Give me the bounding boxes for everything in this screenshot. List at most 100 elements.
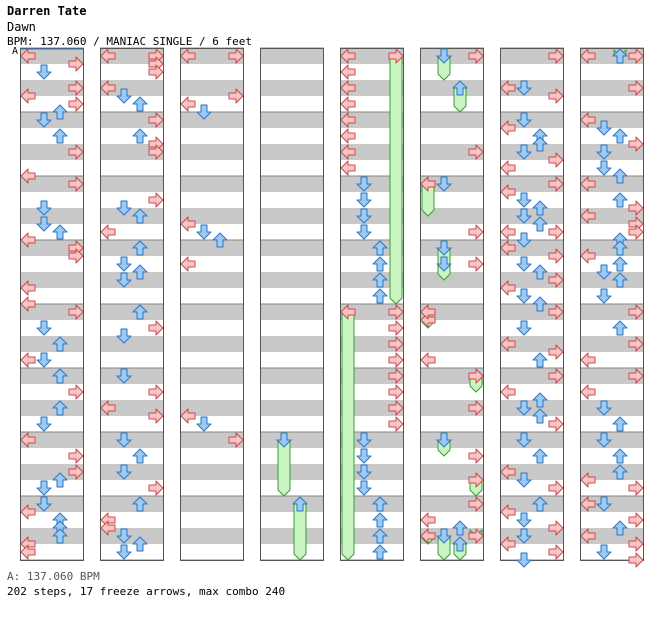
right-arrow-icon (628, 48, 644, 64)
beat-stripe (420, 176, 484, 192)
beat-stripe (20, 464, 84, 480)
right-arrow-icon (468, 224, 484, 240)
beat-stripe (580, 528, 644, 544)
up-arrow-icon (132, 128, 148, 144)
right-arrow-icon (548, 152, 564, 168)
up-arrow-icon (532, 408, 548, 424)
beat-stripe (580, 304, 644, 320)
up-arrow-icon (52, 472, 68, 488)
beat-stripe (180, 528, 244, 544)
footer-bpm: A: 137.060 BPM (7, 570, 100, 583)
right-arrow-icon (388, 336, 404, 352)
down-arrow-icon (36, 64, 52, 80)
up-arrow-icon (132, 208, 148, 224)
up-arrow-icon (612, 272, 628, 288)
right-arrow-icon (628, 80, 644, 96)
left-arrow-icon (20, 544, 36, 560)
beat-stripe (260, 176, 324, 192)
beat-stripe (500, 528, 564, 544)
up-arrow-icon (212, 232, 228, 248)
right-arrow-icon (148, 408, 164, 424)
left-arrow-icon (20, 88, 36, 104)
right-arrow-icon (628, 224, 644, 240)
down-arrow-icon (116, 464, 132, 480)
beat-stripe (100, 176, 164, 192)
right-arrow-icon (388, 352, 404, 368)
left-arrow-icon (500, 120, 516, 136)
freeze-head-left-arrow-icon (420, 176, 436, 192)
beat-stripe (420, 240, 484, 256)
up-arrow-icon (612, 520, 628, 536)
up-arrow-icon (612, 128, 628, 144)
beat-stripe (180, 400, 244, 416)
left-arrow-icon (340, 160, 356, 176)
beat-stripe (340, 400, 404, 416)
right-arrow-icon (548, 344, 564, 360)
up-arrow-icon (452, 520, 468, 536)
up-arrow-icon (532, 392, 548, 408)
left-arrow-icon (340, 48, 356, 64)
up-arrow-icon (372, 288, 388, 304)
down-arrow-icon (356, 432, 372, 448)
up-arrow-icon (612, 168, 628, 184)
left-arrow-icon (580, 496, 596, 512)
left-arrow-icon (580, 384, 596, 400)
down-arrow-icon (356, 208, 372, 224)
left-arrow-icon (500, 184, 516, 200)
left-arrow-icon (100, 520, 116, 536)
beat-stripe (180, 176, 244, 192)
down-arrow-icon (516, 432, 532, 448)
beat-stripe (20, 272, 84, 288)
up-arrow-icon (372, 544, 388, 560)
down-arrow-icon (596, 544, 612, 560)
left-arrow-icon (340, 144, 356, 160)
right-arrow-icon (628, 304, 644, 320)
right-arrow-icon (388, 320, 404, 336)
right-arrow-icon (148, 112, 164, 128)
left-arrow-icon (500, 240, 516, 256)
beat-stripe (20, 528, 84, 544)
right-arrow-icon (548, 224, 564, 240)
left-arrow-icon (20, 432, 36, 448)
beat-stripe (340, 208, 404, 224)
left-arrow-icon (420, 304, 436, 320)
down-arrow-icon (596, 432, 612, 448)
beat-stripe (180, 272, 244, 288)
beat-stripe (340, 464, 404, 480)
down-arrow-icon (516, 288, 532, 304)
beat-stripe (580, 48, 644, 64)
chart-column (420, 47, 484, 561)
beat-stripe (500, 48, 564, 64)
right-arrow-icon (468, 448, 484, 464)
down-arrow-icon (516, 232, 532, 248)
right-arrow-icon (148, 384, 164, 400)
left-arrow-icon (580, 176, 596, 192)
freeze-head-up-arrow-icon (292, 496, 308, 512)
beat-stripe (20, 208, 84, 224)
beat-stripe (180, 496, 244, 512)
right-arrow-icon (548, 304, 564, 320)
left-arrow-icon (420, 512, 436, 528)
left-arrow-icon (580, 352, 596, 368)
beat-stripe (420, 368, 484, 384)
right-arrow-icon (548, 272, 564, 288)
beat-stripe (580, 464, 644, 480)
beat-stripe (260, 112, 324, 128)
up-arrow-icon (532, 200, 548, 216)
beat-stripe (100, 48, 164, 64)
beat-stripe (100, 528, 164, 544)
beat-stripe (100, 496, 164, 512)
beat-stripe (180, 208, 244, 224)
down-arrow-icon (116, 328, 132, 344)
beat-stripe (500, 112, 564, 128)
left-arrow-icon (20, 232, 36, 248)
right-arrow-icon (628, 480, 644, 496)
beat-stripe (100, 144, 164, 160)
left-arrow-icon (500, 160, 516, 176)
down-arrow-icon (356, 464, 372, 480)
right-arrow-icon (388, 368, 404, 384)
beat-stripe (580, 400, 644, 416)
right-arrow-icon (68, 96, 84, 112)
beat-stripe (180, 48, 244, 64)
left-arrow-icon (580, 48, 596, 64)
